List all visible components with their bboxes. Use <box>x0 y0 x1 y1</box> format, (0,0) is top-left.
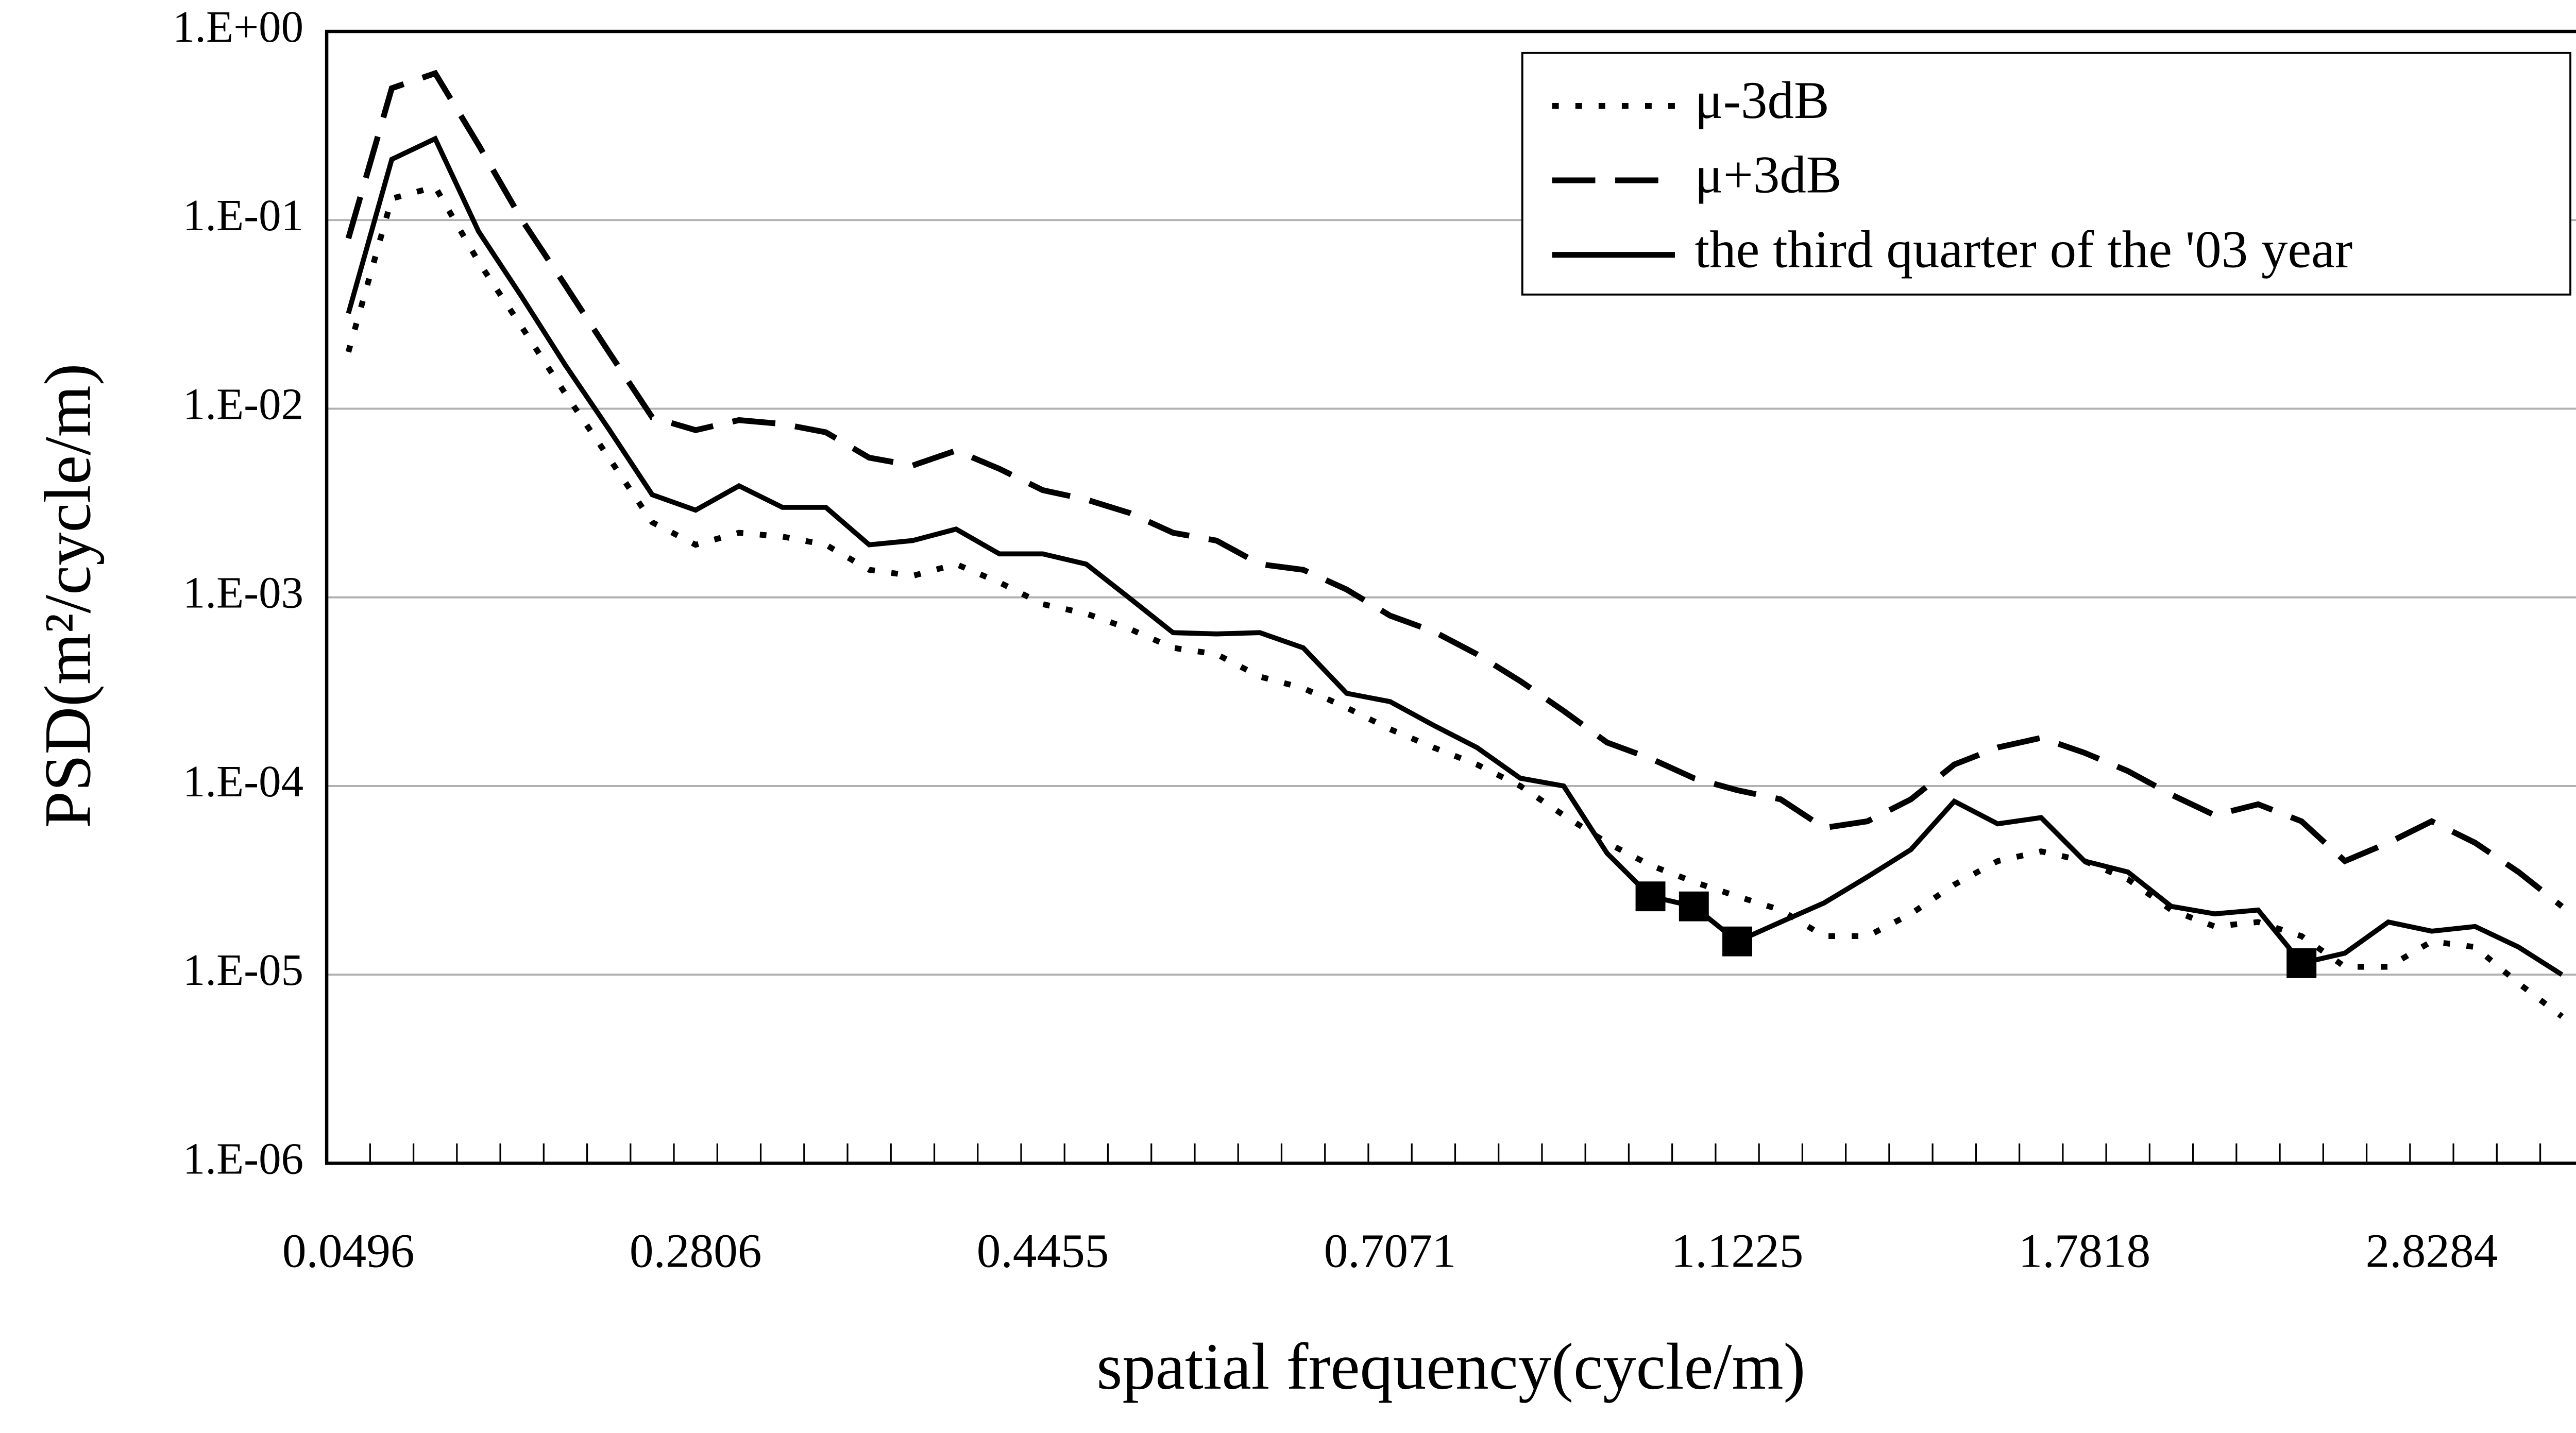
point-marker <box>1635 881 1666 912</box>
line-series <box>345 183 2564 1019</box>
x-tick-label: 0.4455 <box>977 1225 1109 1278</box>
y-tick-label: 1.E+00 <box>173 2 303 52</box>
y-tick-label: 1.E-03 <box>183 568 303 618</box>
legend-label: the third quarter of the '03 year <box>1695 220 2353 279</box>
y-tick-label: 1.E-04 <box>183 757 303 806</box>
x-tick-label: 0.0496 <box>282 1225 415 1278</box>
y-tick-label: 1.E-06 <box>183 1134 303 1183</box>
x-axis-label: spatial frequency(cycle/m) <box>1096 1329 1805 1403</box>
x-tick-label: 2.8284 <box>2366 1225 2498 1278</box>
legend-box <box>1521 52 2571 296</box>
point-marker <box>2286 948 2317 978</box>
y-axis-label: PSD(m²/cycle/m) <box>30 363 104 828</box>
point-marker <box>1722 926 1753 957</box>
line-series <box>345 70 2564 909</box>
x-tick-label: 0.2806 <box>630 1225 762 1278</box>
x-tick-label: 0.7071 <box>1324 1225 1456 1278</box>
x-tick-label: 1.7818 <box>2019 1225 2151 1278</box>
line-series <box>346 135 2564 977</box>
x-tick-label: 1.1225 <box>1671 1225 1804 1278</box>
y-tick-label: 1.E-02 <box>183 379 303 429</box>
y-tick-label: 1.E-01 <box>183 191 303 240</box>
legend-label: μ-3dB <box>1695 71 1829 130</box>
y-tick-label: 1.E-05 <box>183 945 303 995</box>
legend-label: μ+3dB <box>1695 146 1842 204</box>
point-marker <box>1679 891 1709 922</box>
